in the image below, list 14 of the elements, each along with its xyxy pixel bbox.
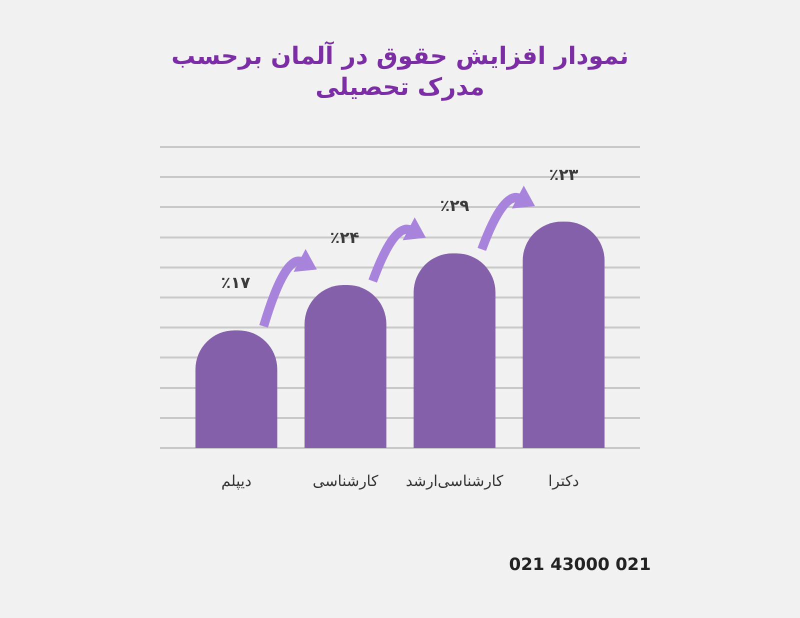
- annotation: ٪۲۳: [549, 165, 579, 184]
- x-tick-label: دیپلم: [221, 472, 252, 490]
- bar: [414, 253, 496, 448]
- bar: [304, 285, 386, 448]
- bar: [195, 330, 278, 448]
- x-tick-label: دکترا: [548, 472, 580, 490]
- x-tick-label: کارشناسی‌ارشد: [406, 472, 504, 490]
- text: 021 43000 021: [509, 555, 651, 575]
- annotation: ٪۱۷: [221, 273, 251, 292]
- annotation: ٪۲۴: [330, 228, 360, 247]
- annotation: ٪۲۹: [440, 196, 470, 215]
- bar: [522, 222, 605, 448]
- chart-title: نمودار افزایش حقوق در آلمان برحسب مدرک تحصیلی: [171, 41, 629, 102]
- x-tick-label: کارشناسی: [312, 472, 380, 490]
